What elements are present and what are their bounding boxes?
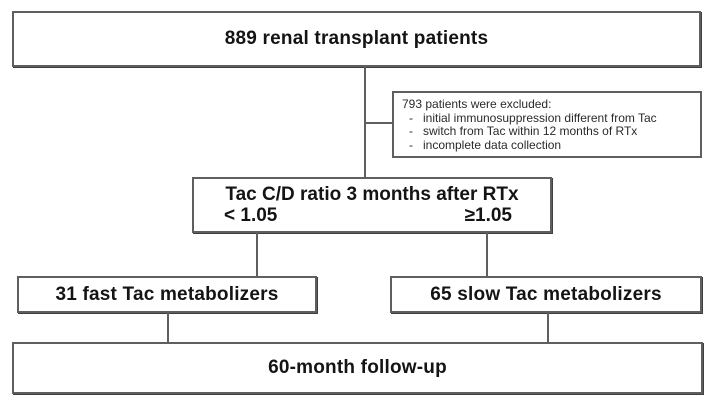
exclusion-item: - incomplete data collection <box>402 137 696 153</box>
followup-label: 60-month follow-up <box>268 357 447 378</box>
connector-ratio-to-fast <box>256 233 258 276</box>
slow-metabolizers-box: 65 slow Tac metabolizers <box>390 276 702 313</box>
exclusion-box: 793 patients were excluded: - initial im… <box>392 91 702 158</box>
connector-fast-to-followup <box>167 313 169 342</box>
followup-box: 60-month follow-up <box>12 342 703 394</box>
ratio-title: Tac C/D ratio 3 months after RTx <box>225 184 519 205</box>
ratio-right-value: ≥1.05 <box>464 205 512 226</box>
exclusion-item: - initial immunosuppression different fr… <box>402 110 696 126</box>
connector-slow-to-followup <box>547 313 549 342</box>
ratio-box: Tac C/D ratio 3 months after RTx < 1.05 … <box>192 177 552 233</box>
exclusion-title: 793 patients were excluded: <box>402 97 552 111</box>
total-patients-label: 889 renal transplant patients <box>224 28 489 49</box>
fast-metabolizers-label: 31 fast Tac metabolizers <box>55 283 279 305</box>
connector-to-exclusion <box>366 122 392 124</box>
exclusion-item-label: initial immunosuppression different from… <box>423 110 657 125</box>
total-patients-box: 889 renal transplant patients <box>12 11 701 67</box>
exclusion-item-label: incomplete data collection <box>423 137 562 152</box>
exclusion-bullet: - <box>409 110 413 125</box>
ratio-left-value: < 1.05 <box>224 205 278 226</box>
slow-metabolizers-label: 65 slow Tac metabolizers <box>430 283 662 305</box>
connector-top-to-ratio <box>364 67 366 178</box>
exclusion-item-label: switch from Tac within 12 months of RTx <box>423 124 638 138</box>
fast-metabolizers-box: 31 fast Tac metabolizers <box>17 276 317 313</box>
ratio-values: < 1.05 ≥1.05 <box>194 205 550 226</box>
connector-ratio-to-slow <box>486 233 488 276</box>
exclusion-item: - switch from Tac within 12 months of RT… <box>402 124 696 139</box>
exclusion-bullet: - <box>409 137 413 152</box>
exclusion-bullet: - <box>409 124 413 138</box>
